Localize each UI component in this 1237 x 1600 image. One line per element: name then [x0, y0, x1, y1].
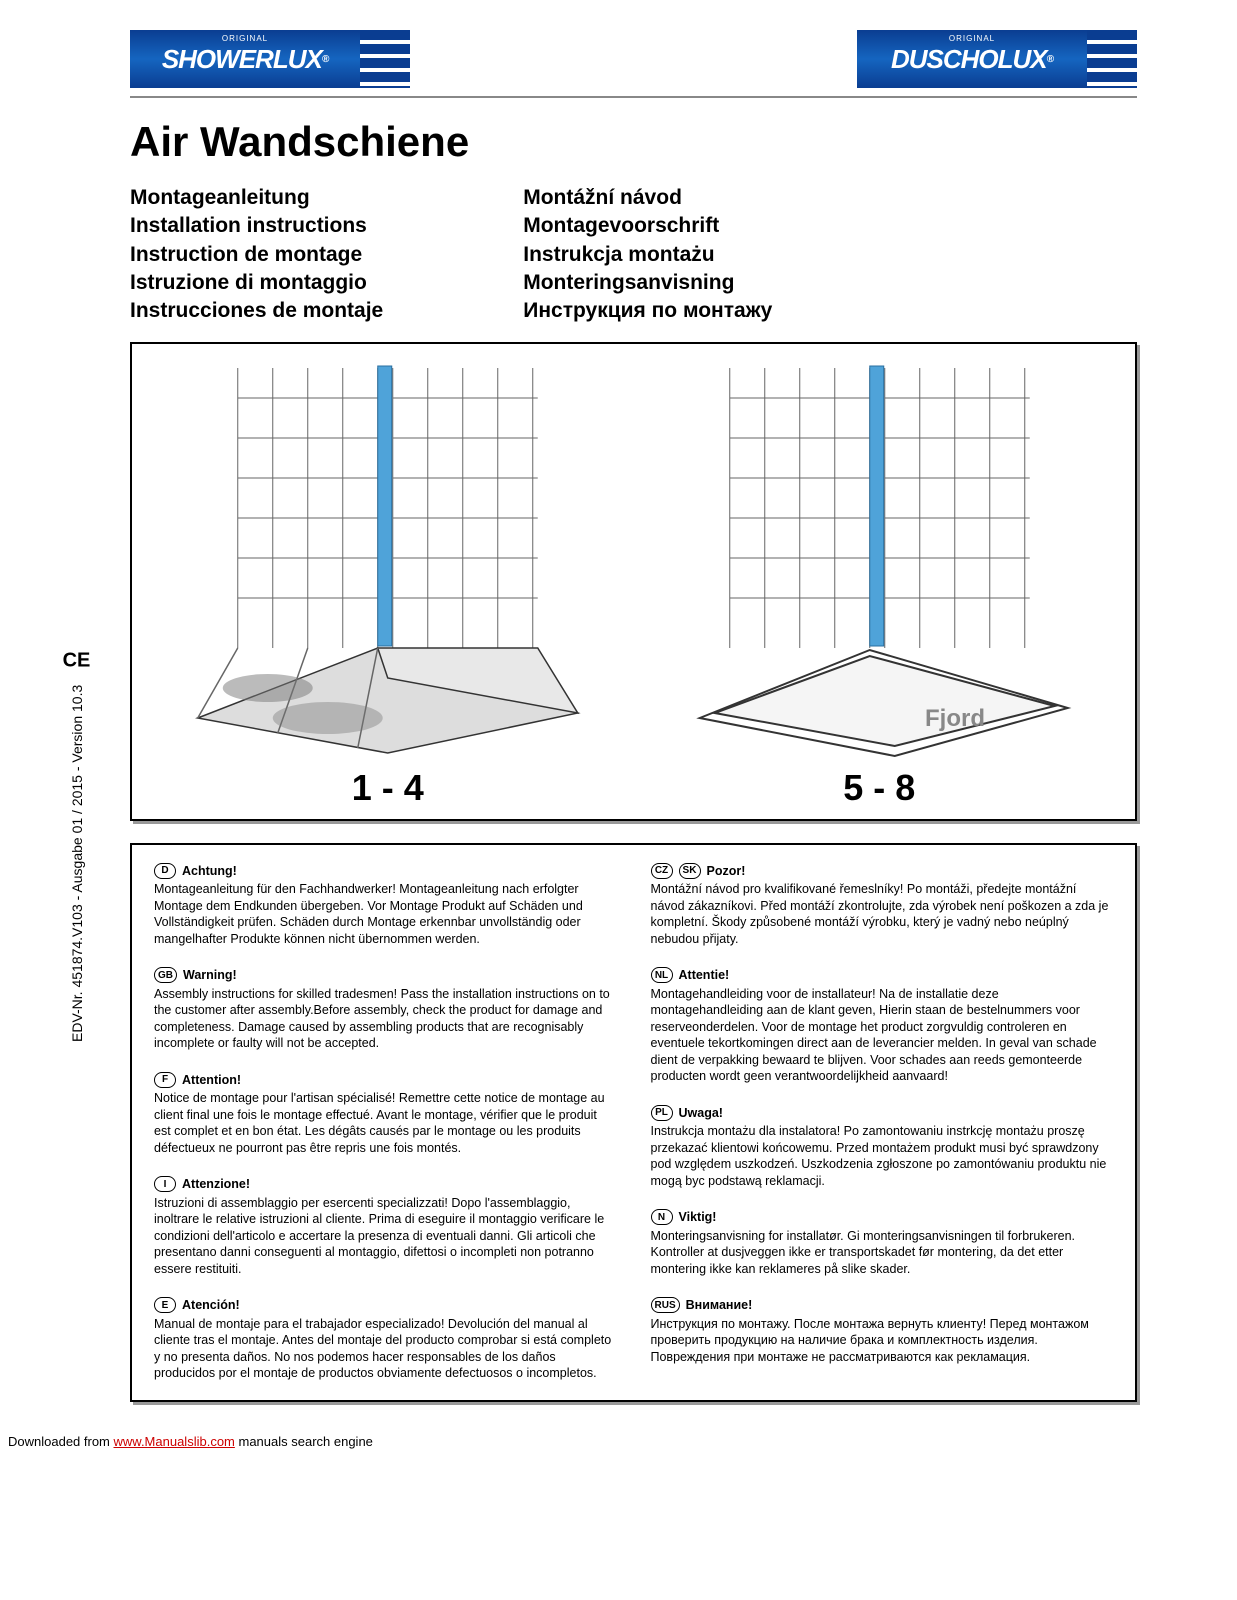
lang-badge: N [651, 1209, 673, 1225]
warning-item: NL Attentie! Montagehandleiding voor de in… [651, 967, 1114, 1085]
subtitle: Installation instructions [130, 212, 383, 240]
subtitle: Инструкция по монтажу [523, 297, 772, 325]
wall-rail-diagram-icon [654, 358, 1106, 758]
warning-heading-text: Внимание! [686, 1297, 753, 1314]
diagram-range-right: 5 - 8 [654, 767, 1106, 809]
warning-heading-text: Atención! [182, 1297, 240, 1314]
page-title: Air Wandschiene [130, 118, 1137, 166]
warning-heading: CZ SK Pozor! [651, 863, 1114, 880]
warning-item: N Viktig! Monteringsanvisning for installa… [651, 1209, 1114, 1277]
warnings-left-col: D Achtung!Montageanleitung für den Fachha… [154, 863, 617, 1382]
warning-heading-text: Attentie! [679, 967, 730, 984]
lang-badge: CZ [651, 863, 673, 879]
diagram-left: 1 - 4 [162, 358, 614, 809]
warning-item: F Attention!Notice de montage pour l'arti… [154, 1072, 617, 1157]
warning-heading: D Achtung! [154, 863, 617, 880]
logo-stripes-icon [1087, 30, 1137, 88]
lang-badge: PL [651, 1105, 673, 1121]
warning-text: Montagehandleiding voor de installateur!… [651, 986, 1114, 1085]
footer-link[interactable]: www.Manualslib.com [114, 1434, 235, 1449]
warnings-box: D Achtung!Montageanleitung für den Fachha… [130, 843, 1137, 1402]
logo-right: ORIGINAL DUSCHOLUX ® [857, 30, 1137, 88]
subtitle: Montážní návod [523, 184, 772, 212]
warning-text: Montageanleitung für den Fachhandwerker!… [154, 881, 617, 947]
subtitle: Instrucciones de montaje [130, 297, 383, 325]
warning-text: Instrukcja montażu dla instalatora! Po z… [651, 1123, 1114, 1189]
footer-suffix: manuals search engine [235, 1434, 373, 1449]
logo-stripes-icon [360, 30, 410, 88]
logo-left-name: SHOWERLUX [162, 44, 322, 75]
warning-text: Notice de montage pour l'artisan spécial… [154, 1090, 617, 1156]
subtitle: Istruzione di montaggio [130, 269, 383, 297]
warning-item: RUS Внимание! Инструкция по монтажу. После… [651, 1297, 1114, 1365]
warning-text: Assembly instructions for skilled trades… [154, 986, 617, 1052]
lang-badge: GB [154, 967, 177, 983]
warning-heading: E Atención! [154, 1297, 617, 1314]
warning-text: Инструкция по монтажу. После монтажа вер… [651, 1316, 1114, 1366]
logo-right-original: ORIGINAL [949, 34, 995, 43]
warning-heading: N Viktig! [651, 1209, 1114, 1226]
warning-item: D Achtung!Montageanleitung für den Fachha… [154, 863, 617, 948]
warning-item: GB Warning! Assembly instructions for skil… [154, 967, 617, 1052]
warning-text: Manual de montaje para el trabajador esp… [154, 1316, 617, 1382]
lang-badge: E [154, 1297, 176, 1313]
diagram-box: 1 - 4 [130, 342, 1137, 821]
warning-item: I Attenzione! Istruzioni di assemblaggio p… [154, 1176, 617, 1277]
warning-text: Monteringsanvisning for installatør. Gi … [651, 1228, 1114, 1278]
warning-heading-text: Achtung! [182, 863, 237, 880]
lang-badge: D [154, 863, 176, 879]
fjord-label: Fjord [925, 705, 985, 733]
warning-heading: F Attention! [154, 1072, 617, 1089]
diagram-right: 5 - 8 [654, 358, 1106, 809]
subtitle: Montageanleitung [130, 184, 383, 212]
warning-heading-text: Viktig! [679, 1209, 717, 1226]
lang-badge: I [154, 1176, 176, 1192]
header-logos: ORIGINAL SHOWERLUX ® ORIGINAL DUSCHOLUX … [130, 30, 1137, 88]
warning-heading-text: Attention! [182, 1072, 241, 1089]
wall-rail-diagram-icon [162, 358, 614, 758]
warning-heading-text: Attenzione! [182, 1176, 250, 1193]
ce-mark-icon: CE [63, 649, 91, 672]
subtitle: Montagevoorschrift [523, 212, 772, 240]
warning-heading: PL Uwaga! [651, 1105, 1114, 1122]
lang-badge: F [154, 1072, 176, 1088]
warnings-right-col: CZ SK Pozor!Montážní návod pro kvalifikova… [651, 863, 1114, 1382]
logo-left-original: ORIGINAL [222, 34, 268, 43]
lang-badge: SK [679, 863, 701, 879]
warning-heading: GB Warning! [154, 967, 617, 984]
logo-right-name: DUSCHOLUX [891, 44, 1047, 75]
subtitle: Monteringsanvisning [523, 269, 772, 297]
warning-heading: RUS Внимание! [651, 1297, 1114, 1314]
subtitles-right-col: Montážní návod Montagevoorschrift Instru… [523, 184, 772, 326]
warning-text: Montážní návod pro kvalifikované řemesln… [651, 881, 1114, 947]
logo-left: ORIGINAL SHOWERLUX ® [130, 30, 410, 88]
subtitle: Instrukcja montażu [523, 241, 772, 269]
warning-item: CZ SK Pozor!Montážní návod pro kvalifikova… [651, 863, 1114, 948]
lang-badge: RUS [651, 1297, 680, 1313]
warning-item: PL Uwaga!Instrukcja montażu dla instalato… [651, 1105, 1114, 1190]
warning-heading-text: Pozor! [707, 863, 746, 880]
footer-prefix: Downloaded from [8, 1434, 114, 1449]
subtitles: Montageanleitung Installation instructio… [130, 184, 1137, 326]
warning-item: E Atención! Manual de montaje para el trab… [154, 1297, 617, 1382]
subtitles-left-col: Montageanleitung Installation instructio… [130, 184, 383, 326]
side-meta-text: EDV-Nr. 451874.V103 - Ausgabe 01 / 2015 … [65, 647, 88, 1042]
warning-heading: NL Attentie! [651, 967, 1114, 984]
header-divider [130, 96, 1137, 98]
lang-badge: NL [651, 967, 673, 983]
warning-heading: I Attenzione! [154, 1176, 617, 1193]
diagram-range-left: 1 - 4 [162, 767, 614, 809]
warning-heading-text: Uwaga! [679, 1105, 723, 1122]
warning-text: Istruzioni di assemblaggio per esercenti… [154, 1195, 617, 1278]
warning-heading-text: Warning! [183, 967, 237, 984]
subtitle: Instruction de montage [130, 241, 383, 269]
footer: Downloaded from www.Manualslib.com manua… [0, 1422, 1237, 1461]
